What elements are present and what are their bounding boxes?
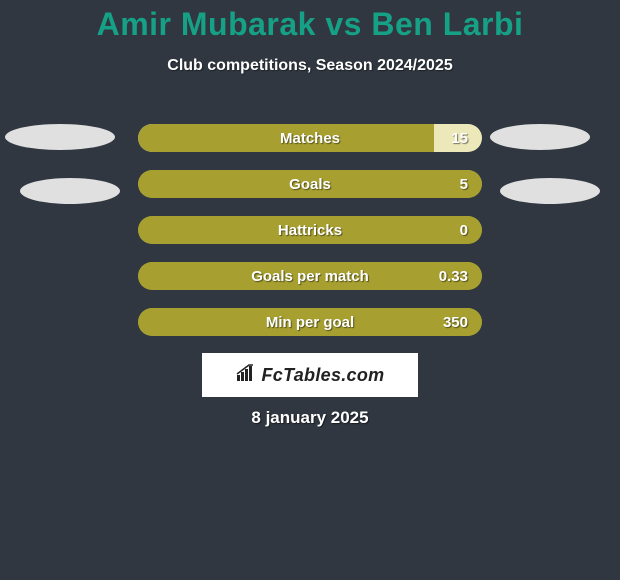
logo-text: FcTables.com [262, 365, 385, 386]
stat-bar: Min per goal350 [138, 308, 482, 336]
logo-box: FcTables.com [202, 353, 418, 397]
stat-bar-value: 5 [460, 176, 468, 193]
stat-bar-label: Goals [138, 176, 482, 193]
stat-bar: Matches15 [138, 124, 482, 152]
player-left-ellipse-1 [5, 124, 115, 150]
stat-bar: Goals per match0.33 [138, 262, 482, 290]
player-right-ellipse-2 [500, 178, 600, 204]
player-right-ellipse-1 [490, 124, 590, 150]
player-left-ellipse-2 [20, 178, 120, 204]
subtitle: Club competitions, Season 2024/2025 [0, 57, 620, 75]
stat-bar: Goals5 [138, 170, 482, 198]
stat-bar-value: 15 [451, 130, 468, 147]
stats-bars: Matches15 Goals5 Hattricks0 Goals per match… [138, 124, 482, 354]
stat-bar-value: 0 [460, 222, 468, 239]
stat-bar-value: 0.33 [439, 268, 468, 285]
stat-bar: Hattricks0 [138, 216, 482, 244]
date-label: 8 january 2025 [0, 408, 620, 428]
bar-chart-icon [236, 364, 258, 387]
stat-bar-label: Hattricks [138, 222, 482, 239]
stat-bar-label: Matches [138, 130, 482, 147]
page-title: Amir Mubarak vs Ben Larbi [0, 0, 620, 43]
stat-bar-label: Goals per match [138, 268, 482, 285]
stat-bar-label: Min per goal [138, 314, 482, 331]
stat-bar-value: 350 [443, 314, 468, 331]
